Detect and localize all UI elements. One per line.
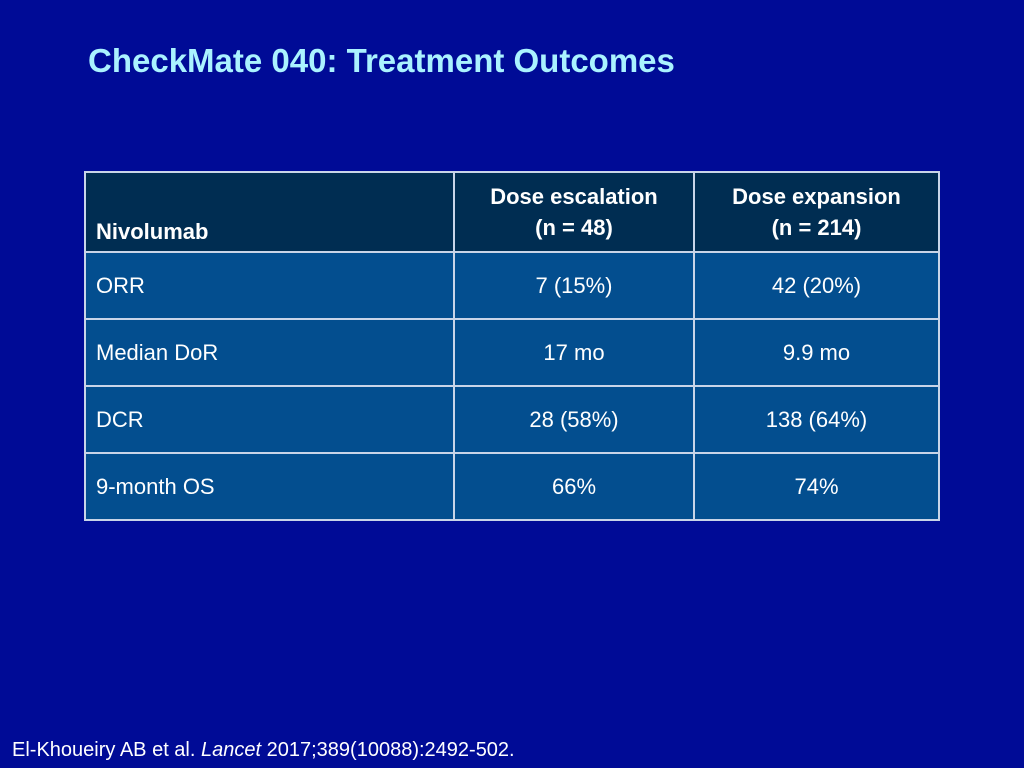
row-label: 9-month OS <box>84 452 455 521</box>
header-dose-expansion-title: Dose expansion <box>732 184 901 209</box>
cell-expansion: 42 (20%) <box>693 251 940 320</box>
table-row-orr: ORR 7 (15%) 42 (20%) <box>84 251 940 320</box>
header-dose-escalation-title: Dose escalation <box>490 184 658 209</box>
slide-title: CheckMate 040: Treatment Outcomes <box>88 42 675 79</box>
cell-escalation: 66% <box>453 452 695 521</box>
header-label: Nivolumab <box>84 171 455 253</box>
row-label: Median DoR <box>84 318 455 387</box>
cell-escalation: 7 (15%) <box>453 251 695 320</box>
header-dose-escalation-n: (n = 48) <box>535 215 613 240</box>
row-label: ORR <box>84 251 455 320</box>
citation-authors: El-Khoueiry AB et al. <box>12 739 196 761</box>
table-row-median-dor: Median DoR 17 mo 9.9 mo <box>84 318 940 387</box>
header-dose-escalation: Dose escalation (n = 48) <box>453 171 695 253</box>
citation-journal: Lancet <box>201 739 262 761</box>
table-row-dcr: DCR 28 (58%) 138 (64%) <box>84 385 940 454</box>
cell-expansion: 74% <box>693 452 940 521</box>
cell-expansion: 9.9 mo <box>693 318 940 387</box>
cell-escalation: 28 (58%) <box>453 385 695 454</box>
header-dose-expansion-n: (n = 214) <box>771 215 862 240</box>
table-row-9-month-os: 9-month OS 66% 74% <box>84 452 940 521</box>
table-header-row: Nivolumab Dose escalation (n = 48) Dose … <box>84 171 940 253</box>
header-dose-expansion: Dose expansion (n = 214) <box>693 171 940 253</box>
row-label: DCR <box>84 385 455 454</box>
outcomes-table: Nivolumab Dose escalation (n = 48) Dose … <box>84 171 940 521</box>
cell-escalation: 17 mo <box>453 318 695 387</box>
citation: El-Khoueiry AB et al. Lancet 2017;389(10… <box>12 739 515 762</box>
citation-details: 2017;389(10088):2492-502. <box>266 739 515 761</box>
cell-expansion: 138 (64%) <box>693 385 940 454</box>
